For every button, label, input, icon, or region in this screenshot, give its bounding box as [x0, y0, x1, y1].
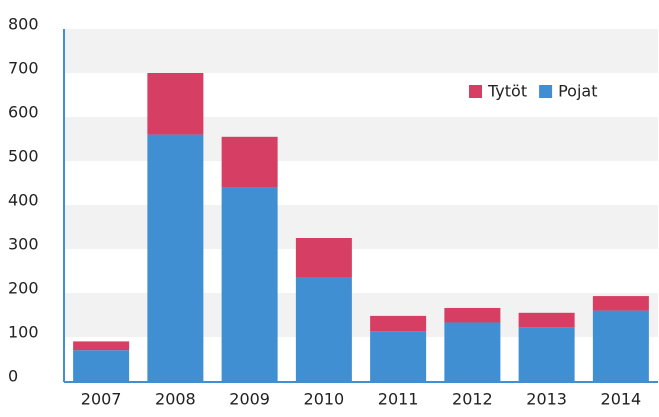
bar-segment	[444, 322, 501, 381]
bar-segment	[518, 312, 575, 328]
bar-segment	[295, 238, 352, 278]
y-tick-label: 800	[8, 15, 39, 34]
grid-band	[64, 29, 658, 73]
bar-segment	[147, 73, 204, 135]
legend-label: Tytöt	[487, 82, 527, 101]
x-tick-label: 2007	[81, 390, 122, 409]
y-tick-label: 100	[8, 323, 39, 342]
bar-segment	[73, 341, 130, 351]
y-tick-label: 600	[8, 103, 39, 122]
bar-segment	[518, 327, 575, 381]
bar-segment	[221, 187, 278, 381]
x-tick-label: 2010	[304, 390, 345, 409]
bar-segment	[295, 277, 352, 381]
x-tick-label: 2008	[155, 390, 196, 409]
bar-segment	[370, 315, 427, 332]
legend-swatch	[539, 85, 553, 98]
bar-segment	[370, 331, 427, 381]
bar-segment	[592, 310, 649, 381]
bar-segment	[444, 307, 501, 323]
x-tick-label: 2014	[601, 390, 642, 409]
y-tick-label: 0	[8, 367, 18, 386]
y-tick-label: 700	[8, 59, 39, 78]
y-tick-label: 500	[8, 147, 39, 166]
y-tick-label: 400	[8, 191, 39, 210]
bar-segment	[73, 350, 130, 381]
y-tick-label: 300	[8, 235, 39, 254]
legend-label: Pojat	[558, 82, 597, 101]
legend-swatch	[469, 85, 482, 98]
x-tick-label: 2012	[452, 390, 493, 409]
bar-segment	[221, 136, 278, 188]
y-tick-label: 200	[8, 279, 39, 298]
bar-segment	[592, 296, 649, 311]
x-tick-label: 2013	[526, 390, 567, 409]
bar-segment	[147, 134, 204, 381]
x-tick-label: 2011	[378, 390, 419, 409]
x-tick-label: 2009	[229, 390, 270, 409]
